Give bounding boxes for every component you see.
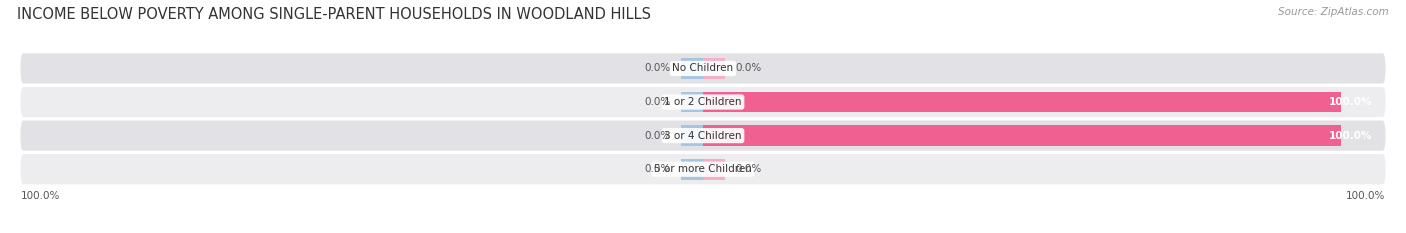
Bar [703, 92, 1341, 113]
Text: 0.0%: 0.0% [645, 97, 671, 107]
Text: 100.0%: 100.0% [1329, 97, 1372, 107]
Bar [681, 159, 703, 180]
Text: 0.0%: 0.0% [645, 131, 671, 141]
Text: 3 or 4 Children: 3 or 4 Children [664, 131, 742, 141]
Text: 1 or 2 Children: 1 or 2 Children [664, 97, 742, 107]
FancyBboxPatch shape [21, 120, 1385, 151]
Bar [681, 92, 703, 113]
Text: 0.0%: 0.0% [645, 63, 671, 73]
Bar [681, 125, 703, 146]
Text: INCOME BELOW POVERTY AMONG SINGLE-PARENT HOUSEHOLDS IN WOODLAND HILLS: INCOME BELOW POVERTY AMONG SINGLE-PARENT… [17, 7, 651, 22]
Text: No Children: No Children [672, 63, 734, 73]
Bar [703, 58, 725, 79]
Text: 0.0%: 0.0% [735, 63, 761, 73]
FancyBboxPatch shape [21, 87, 1385, 117]
Text: 0.0%: 0.0% [645, 164, 671, 174]
Bar [703, 125, 1341, 146]
Text: 100.0%: 100.0% [1346, 191, 1385, 201]
Text: 5 or more Children: 5 or more Children [654, 164, 752, 174]
Bar [703, 159, 725, 180]
Text: Source: ZipAtlas.com: Source: ZipAtlas.com [1278, 7, 1389, 17]
FancyBboxPatch shape [21, 154, 1385, 184]
Text: 100.0%: 100.0% [21, 191, 60, 201]
Text: 0.0%: 0.0% [735, 164, 761, 174]
Text: 100.0%: 100.0% [1329, 131, 1372, 141]
Bar [681, 58, 703, 79]
FancyBboxPatch shape [21, 53, 1385, 84]
